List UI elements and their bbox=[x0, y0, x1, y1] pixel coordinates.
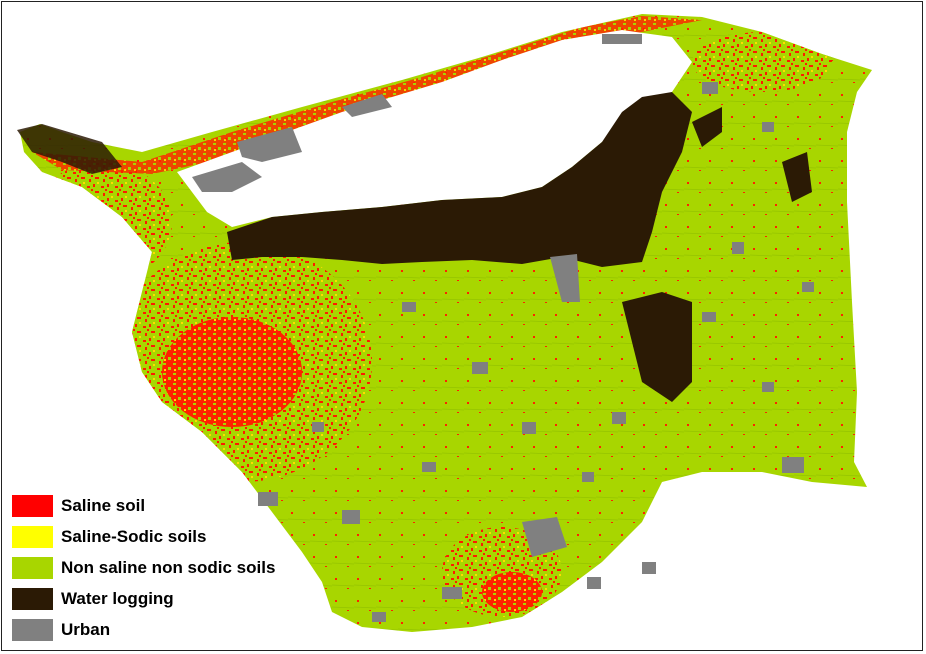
legend-item-saline-soil: Saline soil bbox=[12, 490, 275, 521]
legend-item-saline-sodic-soils: Saline-Sodic soils bbox=[12, 521, 275, 552]
legend-swatch-saline-sodic-soils bbox=[12, 525, 53, 548]
legend-label-water-logging: Water logging bbox=[61, 588, 174, 608]
urban-areas bbox=[192, 34, 814, 622]
legend-label-saline-sodic-soils: Saline-Sodic soils bbox=[61, 526, 207, 546]
legend: Saline soil Saline-Sodic soils Non salin… bbox=[12, 490, 275, 645]
legend-swatch-saline-soil bbox=[12, 494, 53, 517]
legend-swatch-non-saline-non-sodic-soils bbox=[12, 556, 53, 579]
legend-item-urban: Urban bbox=[12, 614, 275, 645]
legend-swatch-urban bbox=[12, 618, 53, 641]
legend-item-water-logging: Water logging bbox=[12, 583, 275, 614]
legend-swatch-water-logging bbox=[12, 587, 53, 610]
saline-zone-west-core bbox=[162, 317, 302, 427]
legend-label-saline-soil: Saline soil bbox=[61, 495, 146, 515]
legend-label-non-saline-non-sodic-soils: Non saline non sodic soils bbox=[61, 557, 276, 577]
legend-item-non-saline-non-sodic-soils: Non saline non sodic soils bbox=[12, 552, 275, 583]
legend-label-urban: Urban bbox=[61, 619, 111, 639]
water-logging-north bbox=[227, 92, 692, 267]
lake bbox=[177, 30, 692, 227]
water-logging-east bbox=[622, 292, 692, 402]
